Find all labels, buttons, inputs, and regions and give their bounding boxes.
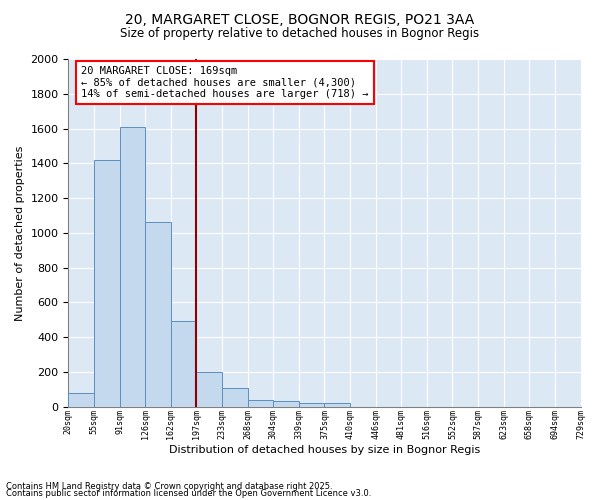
Bar (299, 403, 325, 406)
Bar (325, 403, 350, 406)
Bar (68, 393, 94, 406)
Y-axis label: Number of detached properties: Number of detached properties (15, 145, 25, 320)
Bar (273, 402, 299, 406)
Bar (222, 388, 248, 406)
Text: Contains public sector information licensed under the Open Government Licence v3: Contains public sector information licen… (6, 489, 371, 498)
Bar (196, 372, 222, 406)
X-axis label: Distribution of detached houses by size in Bognor Regis: Distribution of detached houses by size … (169, 445, 480, 455)
Text: Size of property relative to detached houses in Bognor Regis: Size of property relative to detached ho… (121, 28, 479, 40)
Bar (119, 127, 145, 406)
Bar (145, 222, 171, 406)
Text: Contains HM Land Registry data © Crown copyright and database right 2025.: Contains HM Land Registry data © Crown c… (6, 482, 332, 491)
Bar (171, 322, 196, 406)
Bar (248, 400, 273, 406)
Text: 20, MARGARET CLOSE, BOGNOR REGIS, PO21 3AA: 20, MARGARET CLOSE, BOGNOR REGIS, PO21 3… (125, 12, 475, 26)
Bar (94, 160, 119, 406)
Text: 20 MARGARET CLOSE: 169sqm
← 85% of detached houses are smaller (4,300)
14% of se: 20 MARGARET CLOSE: 169sqm ← 85% of detac… (82, 66, 369, 99)
